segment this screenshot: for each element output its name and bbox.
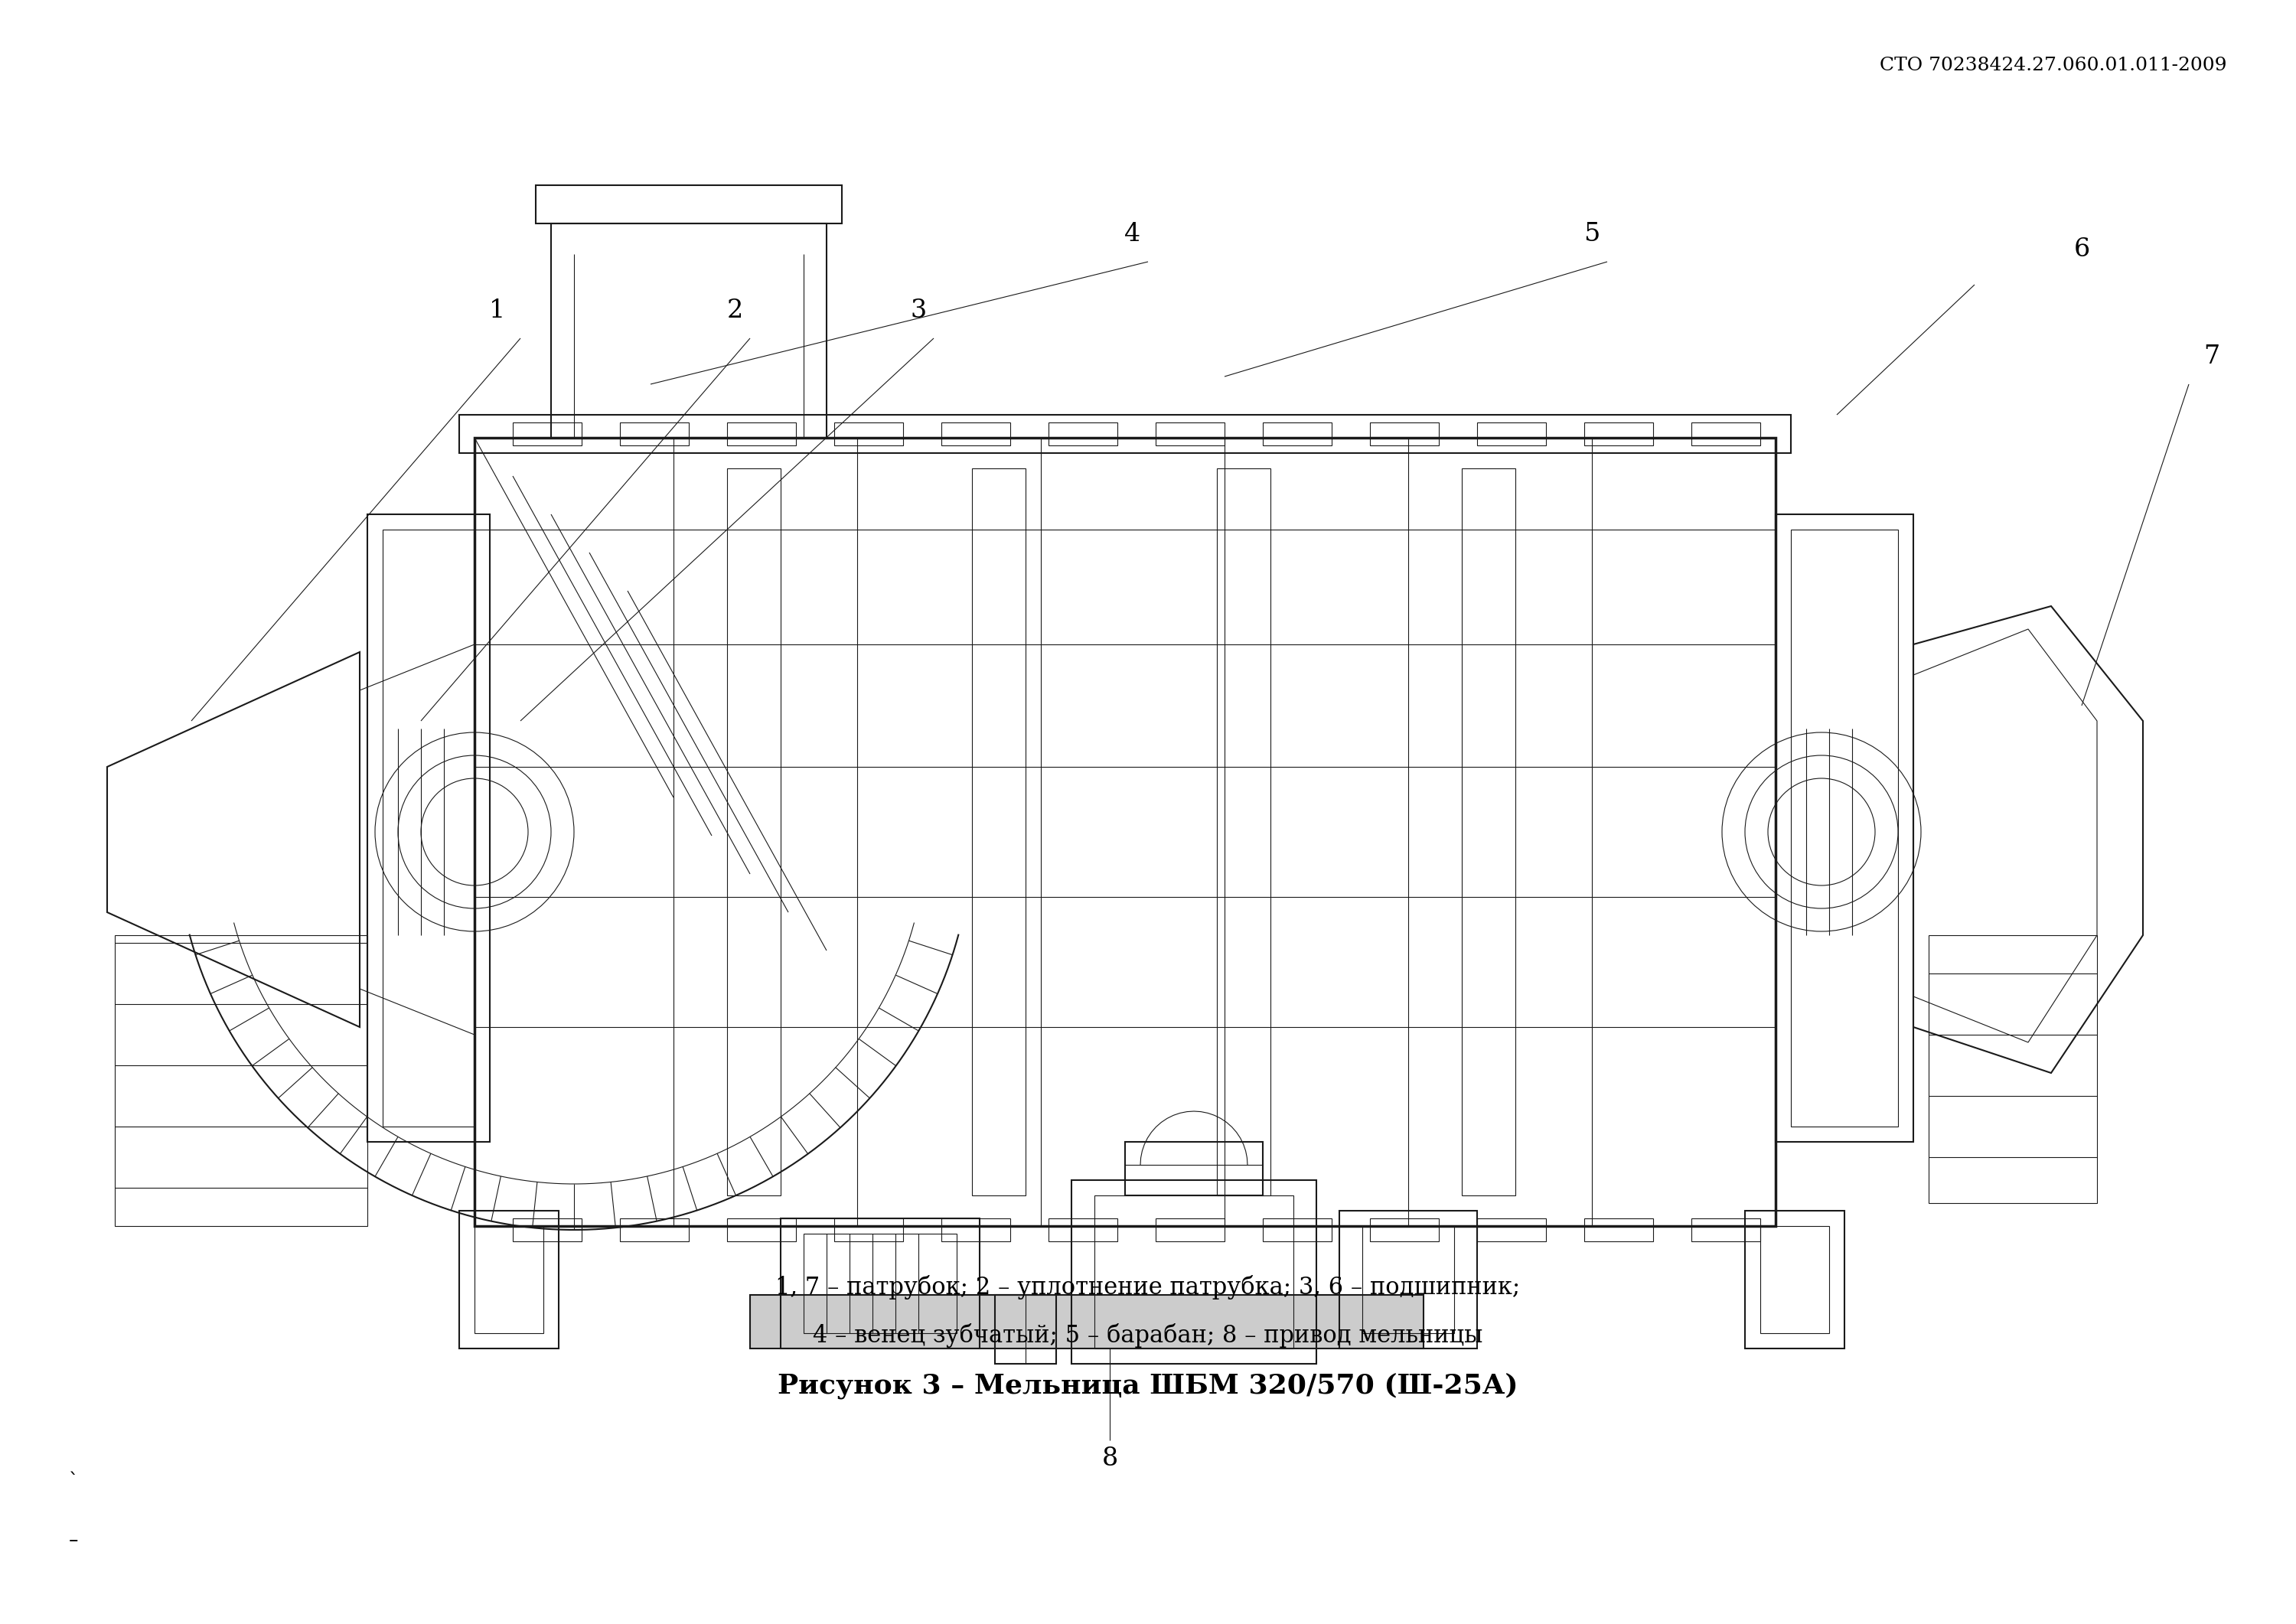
Text: 2: 2 [726,299,744,323]
Text: 3: 3 [909,299,928,323]
Bar [367,515,489,1142]
Bar [1339,1212,1476,1348]
Text: 4: 4 [1125,222,1141,247]
Bar [383,529,475,1127]
Bar [781,1218,980,1348]
Bar [1371,1218,1440,1241]
Bar [1791,529,1899,1127]
Text: 6: 6 [2073,237,2089,261]
Bar [1371,422,1440,445]
Bar [620,1218,689,1241]
Bar [728,422,797,445]
Bar [833,1218,902,1241]
Bar [1095,1195,1293,1348]
Bar [459,1212,558,1348]
Text: –: – [69,1531,78,1549]
Bar [1745,1212,1844,1348]
Text: 1: 1 [489,299,505,323]
Bar [1263,1218,1332,1241]
Bar [833,422,902,445]
Bar [1761,1226,1830,1333]
Bar [941,1218,1010,1241]
Bar [1476,1218,1545,1241]
Bar [1362,1226,1453,1333]
Bar [1929,935,2096,1203]
Bar [1584,1218,1653,1241]
Bar [551,224,827,438]
Bar [115,935,367,1226]
Bar [475,438,1775,1226]
Text: 5: 5 [1584,222,1600,247]
Text: 8: 8 [1102,1447,1118,1471]
Bar [728,1218,797,1241]
Bar [1476,422,1545,445]
Text: 4 – венец зубчатый; 5 – барабан; 8 – привод мельницы: 4 – венец зубчатый; 5 – барабан; 8 – при… [813,1324,1483,1348]
Bar [1775,515,1913,1142]
Bar [459,414,1791,453]
Bar [1155,422,1224,445]
Text: 1, 7 – патрубок; 2 – уплотнение патрубка; 3, 6 – подшипник;: 1, 7 – патрубок; 2 – уплотнение патрубка… [776,1275,1520,1299]
Bar [804,1234,957,1333]
Bar [620,422,689,445]
Bar [1584,422,1653,445]
Bar [512,422,581,445]
Bar [994,1294,1056,1364]
Bar [475,1226,544,1333]
Bar [1263,422,1332,445]
Bar [1072,1181,1316,1364]
Text: СТО 70238424.27.060.01.011-2009: СТО 70238424.27.060.01.011-2009 [1880,57,2227,75]
Text: 7: 7 [2204,344,2220,369]
Bar [1692,422,1761,445]
Text: Рисунок 3 – Мельница ШБМ 320/570 (Ш-25А): Рисунок 3 – Мельница ШБМ 320/570 (Ш-25А) [778,1372,1518,1398]
Bar [1049,422,1118,445]
Text: `: ` [69,1471,78,1489]
Bar [512,1218,581,1241]
Bar [1692,1218,1761,1241]
Bar [1049,1218,1118,1241]
Bar [751,1294,1424,1348]
Bar [1155,1218,1224,1241]
Bar [941,422,1010,445]
Bar [1125,1142,1263,1195]
